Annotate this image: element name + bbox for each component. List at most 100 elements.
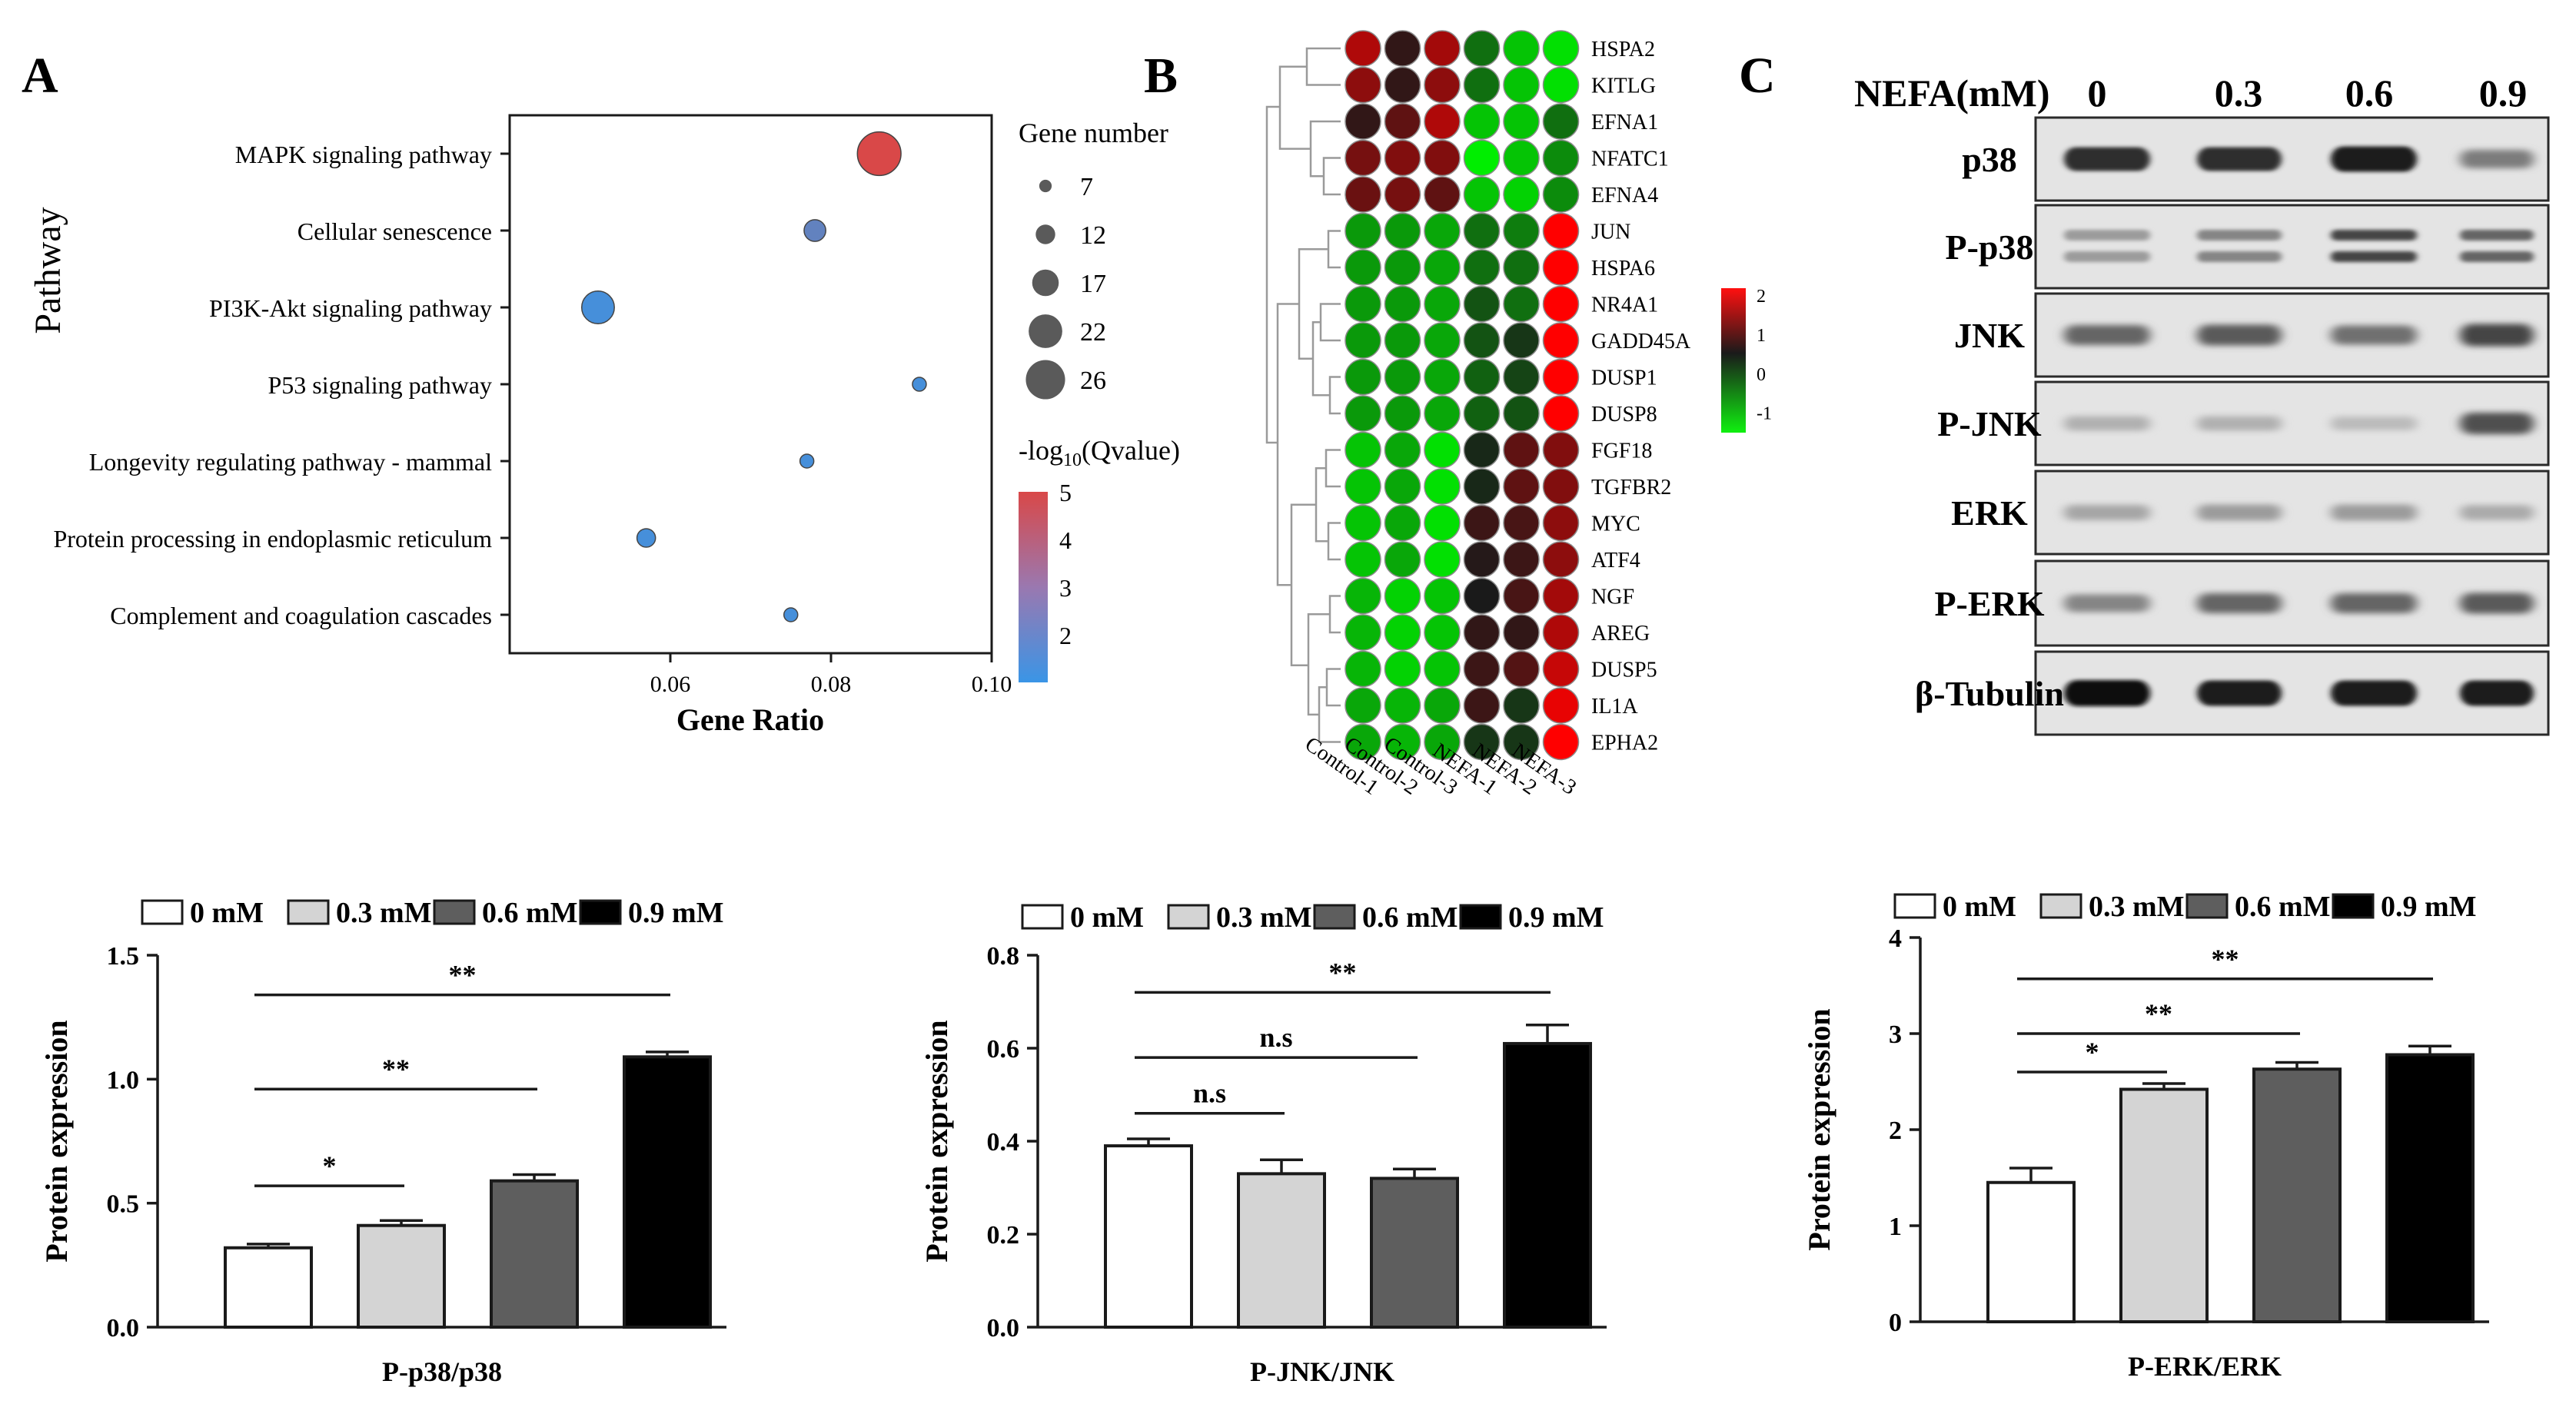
heatmap-cell [1384, 723, 1421, 761]
heatmap-cell [1503, 249, 1540, 286]
colorbar-tick: 1 [1757, 326, 1766, 346]
heatmap-cell [1542, 614, 1580, 651]
dendrogram-branch [1328, 595, 1341, 634]
blot-band [2460, 150, 2534, 168]
y-axis-title: Pathway [28, 207, 68, 334]
legend-label: 0.6 mM [2235, 891, 2331, 923]
blot-row-label: p38 [1962, 140, 2017, 179]
heatmap-cell [1345, 395, 1381, 432]
heatmap-cell [1463, 212, 1501, 250]
legend-label: 0 mM [1070, 901, 1144, 934]
dendrogram-branch [1305, 47, 1341, 86]
heatmap-cell [1345, 650, 1381, 688]
heatmap-cell [1542, 687, 1580, 724]
y-tick-label: 0.2 [987, 1221, 1020, 1250]
gene-label: NGF [1591, 586, 1634, 609]
blot-band [2064, 325, 2150, 345]
heatmap-cell [1345, 723, 1381, 761]
dendrogram-branch [1290, 503, 1316, 666]
color-legend: -log10(Qvalue) 5 4 3 2 [1019, 435, 1180, 682]
y-axis-title: Protein expression [1802, 1008, 1836, 1250]
heatmap-cell [1463, 139, 1501, 177]
gene-label: EFNA1 [1591, 111, 1658, 134]
heatmap-cell [1345, 103, 1381, 140]
size-legend-dot [1032, 269, 1059, 297]
dendrogram-branch [1318, 686, 1341, 743]
heatmap-cell [1503, 176, 1540, 213]
y-tick-label: 0.8 [987, 942, 1020, 971]
dose-label: 0 [2088, 71, 2107, 115]
heatmap-cell [1503, 723, 1540, 761]
x-axis-title: P-ERK/ERK [2128, 1351, 2282, 1382]
significance-label: ** [2145, 998, 2172, 1029]
heatmap-cell [1542, 468, 1580, 505]
color-legend-tick: 3 [1059, 574, 1072, 602]
heatmap-cell [1542, 723, 1580, 761]
heatmap-cell [1542, 249, 1580, 286]
heatmap-cell [1345, 30, 1381, 67]
heatmap-cell [1463, 285, 1501, 323]
size-legend-title: Gene number [1019, 118, 1168, 148]
bar-chart-erk: 0 mM 0.3 mM 0.6 mM 0.9 mM01234*****P-ERK/ER… [1802, 891, 2489, 1382]
pathway-label: Complement and coagulation cascades [110, 602, 492, 629]
heatmap-cell [1424, 212, 1461, 250]
blot-band [2197, 416, 2282, 431]
y-tick-label: 1.5 [107, 942, 140, 971]
heatmap-cell [1542, 541, 1580, 578]
dendrogram-branch [1328, 376, 1341, 415]
gene-label: DUSP1 [1591, 367, 1657, 390]
size-legend-label: 17 [1080, 270, 1106, 298]
y-tick-label: 0.4 [987, 1128, 1020, 1157]
heatmap-cell [1424, 431, 1461, 469]
legend-swatch [1313, 904, 1356, 930]
gene-label: MYC [1591, 513, 1640, 536]
dendrogram-branch [1325, 449, 1341, 488]
colorbar-tick: 2 [1757, 287, 1766, 307]
blot-band [2331, 417, 2417, 430]
pathway-label: MAPK signaling pathway [235, 141, 492, 168]
heatmap-cell [1384, 176, 1421, 213]
heatmap-cell [1384, 614, 1421, 651]
legend-swatch [2332, 893, 2375, 919]
color-legend-title: -log10(Qvalue) [1019, 435, 1180, 470]
legend-label: 0.6 mM [1362, 901, 1458, 934]
heatmap-cell [1345, 358, 1381, 396]
gene-label: DUSP5 [1591, 659, 1657, 682]
blot-band [2197, 680, 2282, 706]
color-legend-tick: 5 [1059, 479, 1072, 506]
size-legend-dot [1029, 314, 1062, 348]
significance-label: * [2086, 1037, 2099, 1067]
heatmap-cell [1384, 139, 1421, 177]
gene-label: HSPA2 [1591, 38, 1655, 61]
heatmap-cell [1345, 468, 1381, 505]
heatmap-cell [1424, 30, 1461, 67]
legend-label: 0.3 mM [2089, 891, 2185, 923]
heatmap-cell [1384, 577, 1421, 615]
blot-band [2064, 594, 2150, 612]
heatmap-cell [1542, 322, 1580, 359]
legend-label: 0.6 mM [482, 897, 578, 929]
significance-label: n.s [1259, 1022, 1292, 1053]
blot-band [2331, 504, 2417, 521]
heatmap-cell [1424, 358, 1461, 396]
blot-row-label: P-p38 [1946, 227, 2034, 267]
heatmap-cell [1503, 66, 1540, 104]
heatmap-cell [1463, 322, 1501, 359]
dendrogram-branch [1325, 668, 1341, 707]
blot-band [2460, 505, 2534, 520]
bar [224, 1246, 313, 1329]
gene-label: DUSP8 [1591, 403, 1657, 427]
blot-row-label: P-JNK [1937, 404, 2042, 443]
heatmap-cell [1424, 650, 1461, 688]
gene-label: NR4A1 [1591, 294, 1658, 317]
x-axis-title: P-JNK/JNK [1250, 1356, 1394, 1387]
heatmap-cell [1503, 212, 1540, 250]
western-blot: NEFA(mM) 0 0.3 0.6 0.9 p38 P-p38 JNK P-JNK ERK P… [1854, 71, 2550, 736]
significance-label: n.s [1193, 1078, 1226, 1109]
dose-label: 0.9 [2479, 71, 2528, 115]
heatmap-cell [1542, 212, 1580, 250]
heatmap-cell [1424, 395, 1461, 432]
heatmap-cell [1463, 30, 1501, 67]
heatmap-cell [1345, 322, 1381, 359]
heatmap-cell [1503, 358, 1540, 396]
